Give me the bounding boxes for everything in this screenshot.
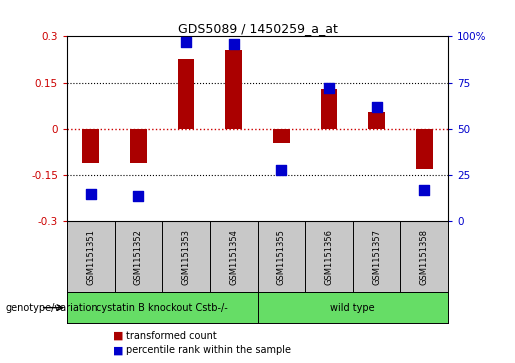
Bar [416,129,433,169]
Text: GSM1151355: GSM1151355 [277,229,286,285]
Text: transformed count: transformed count [126,331,217,341]
Point [134,193,143,199]
Point [420,187,428,193]
Bar [321,89,337,129]
Text: genotype/variation: genotype/variation [5,303,98,313]
Text: cystatin B knockout Cstb-/-: cystatin B knockout Cstb-/- [96,303,228,313]
Text: GSM1151356: GSM1151356 [324,229,333,285]
Text: GSM1151352: GSM1151352 [134,229,143,285]
Bar [130,129,147,163]
Bar [178,60,194,129]
Text: ■: ■ [113,331,124,341]
Text: GSM1151357: GSM1151357 [372,229,381,285]
Bar [226,50,242,129]
Text: wild type: wild type [331,303,375,313]
Title: GDS5089 / 1450259_a_at: GDS5089 / 1450259_a_at [178,22,337,35]
Point [87,191,95,197]
Text: ■: ■ [113,345,124,355]
Text: GSM1151358: GSM1151358 [420,229,428,285]
Bar [368,112,385,129]
Point [325,85,333,91]
Bar [273,129,289,143]
Text: GSM1151353: GSM1151353 [182,229,191,285]
Text: GSM1151351: GSM1151351 [87,229,95,285]
Point [372,104,381,110]
Point [230,41,238,46]
Text: GSM1151354: GSM1151354 [229,229,238,285]
Text: percentile rank within the sample: percentile rank within the sample [126,345,291,355]
Point [182,39,190,45]
Point [277,167,285,172]
Bar [82,129,99,163]
